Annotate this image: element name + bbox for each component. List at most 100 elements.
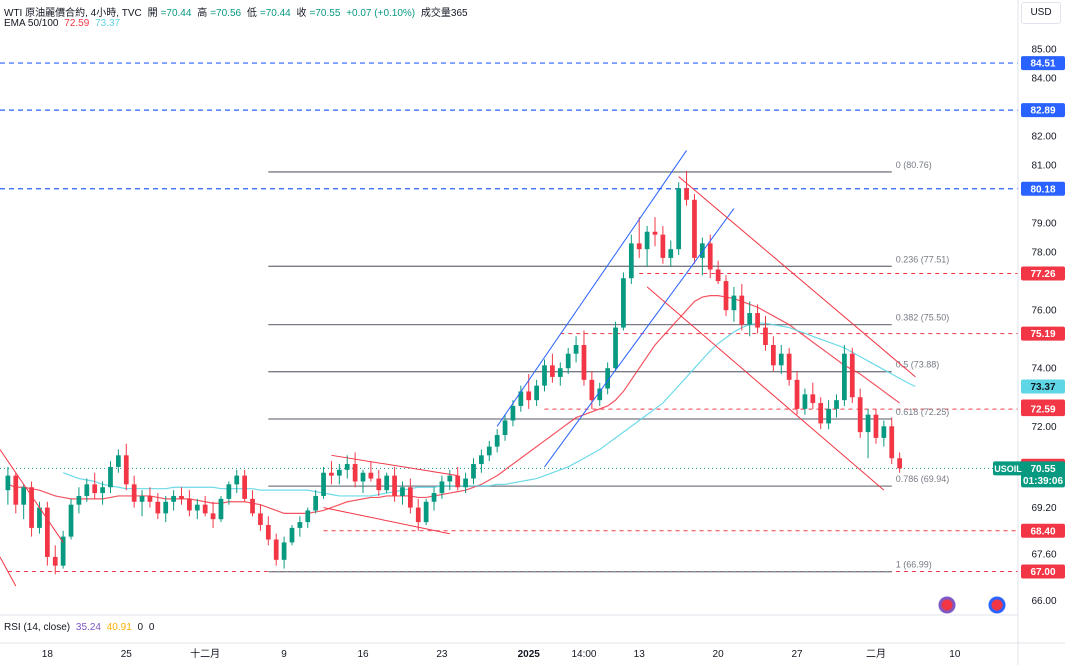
candle-body [171, 495, 176, 502]
y-tick-label: 82.00 [1031, 131, 1056, 142]
price-tag-label: 77.26 [1030, 269, 1055, 280]
candle-body [534, 385, 539, 401]
trend-line [331, 454, 458, 477]
candle-body [510, 405, 516, 421]
candle-body [384, 475, 390, 491]
price-tag-label: 73.37 [1030, 382, 1055, 393]
candle-body [289, 527, 295, 543]
price-tag-label: 72.59 [1030, 405, 1055, 416]
rsi-value: 35.24 [75, 622, 101, 633]
y-tick-label: 84.00 [1031, 73, 1056, 84]
candle-body [479, 455, 484, 465]
high-value: =70.56 [210, 8, 242, 19]
high-label: 高 [197, 8, 208, 19]
y-tick-label: 78.00 [1031, 248, 1056, 259]
candle-body [297, 522, 303, 528]
trend-line [496, 150, 687, 427]
candle-body [810, 394, 816, 404]
candle-body [407, 487, 413, 508]
flag-event-icon[interactable] [987, 595, 1007, 615]
candle-body [628, 243, 634, 279]
candle-body [518, 391, 524, 406]
fib-level-label: 0.236 (77.51) [896, 254, 950, 264]
candle-body [684, 188, 689, 200]
candle-body [439, 481, 445, 494]
candle-body [242, 475, 248, 499]
x-tick-label: 二月 [866, 648, 886, 660]
candle-body [778, 353, 784, 366]
candle-body [455, 475, 461, 488]
candle-body [194, 504, 200, 511]
candle-body [581, 344, 587, 380]
candle-body [234, 475, 240, 485]
drawings [0, 150, 916, 587]
x-tick-label: 10 [949, 649, 961, 660]
candle-body [92, 484, 98, 494]
symbol-legend: WTI 原油麗價合約, 4小時, TVC 開 =70.44 高 =70.56 低 =7… [4, 4, 471, 19]
candle-body [13, 475, 19, 505]
candle-body [123, 455, 129, 485]
rsi-extra-1: 0 [137, 622, 144, 633]
price-tag [1021, 473, 1065, 488]
price-tag-label: 67.00 [1030, 567, 1055, 578]
x-tick-label: 十二月 [190, 647, 220, 660]
open-label: 開 [147, 8, 158, 19]
y-tick-label: 81.00 [1031, 160, 1056, 171]
candle-body [5, 475, 11, 491]
candle-body [52, 556, 58, 566]
candle-body [68, 504, 74, 537]
candle-body [447, 475, 453, 482]
candle-body [755, 313, 760, 328]
candle-body [707, 243, 713, 270]
candle-body [431, 493, 437, 502]
candle-body [747, 313, 753, 325]
candle-body [565, 353, 571, 369]
candle-body [321, 472, 326, 496]
ema-label: EMA 50/100 [4, 18, 59, 29]
rsi-legend[interactable]: RSI (14, close) 35.24 40.91 0 0 [4, 622, 157, 633]
candle-body [723, 281, 729, 311]
y-tick-label: 72.00 [1031, 422, 1056, 433]
symbol-title[interactable]: WTI 原油麗價合約, 4小時, TVC [4, 8, 142, 19]
price-tag [1021, 266, 1065, 281]
candle-body [273, 539, 279, 560]
price-tag [1021, 56, 1065, 71]
trend-line [0, 556, 17, 587]
price-tag-label: 68.40 [1030, 526, 1055, 537]
candle-body [376, 478, 382, 491]
candle-body [613, 327, 618, 369]
y-tick-label: 79.00 [1031, 219, 1056, 230]
y-tick-label: 69.20 [1031, 503, 1056, 514]
price-tag [1021, 402, 1065, 417]
candle-body [763, 327, 768, 345]
x-tick-label: 13 [634, 649, 646, 660]
candle-body [360, 472, 366, 482]
price-tag [1021, 326, 1065, 341]
candle-body [502, 420, 508, 435]
candle-body [731, 295, 737, 311]
candle-body [605, 368, 611, 389]
open-value: =70.44 [160, 8, 192, 19]
x-tick-label: 14:00 [571, 649, 596, 660]
economic-event-icon[interactable] [937, 595, 957, 615]
currency-button[interactable]: USD [1021, 2, 1061, 24]
candle-body [857, 397, 863, 433]
candle-body [281, 542, 287, 560]
level-lines: 0 (80.76) 0.236 (77.51) 0.382 (75.50) 0.5 (… [0, 62, 1018, 573]
y-tick-label: 66.00 [1031, 596, 1056, 607]
candle-body [21, 487, 27, 505]
candle-body [881, 426, 887, 438]
ema-legend[interactable]: EMA 50/100 72.59 73.37 [4, 18, 123, 29]
close-value: =70.55 [309, 8, 341, 19]
candle-body [100, 487, 105, 494]
candle-body [692, 199, 697, 258]
candle-body [739, 295, 745, 325]
candle-body [313, 495, 319, 511]
price-tag [1021, 564, 1065, 579]
candle-body [187, 498, 192, 511]
candle-body [597, 388, 603, 401]
price-tag-label: 75.19 [1030, 329, 1055, 340]
candle-body [116, 455, 121, 467]
